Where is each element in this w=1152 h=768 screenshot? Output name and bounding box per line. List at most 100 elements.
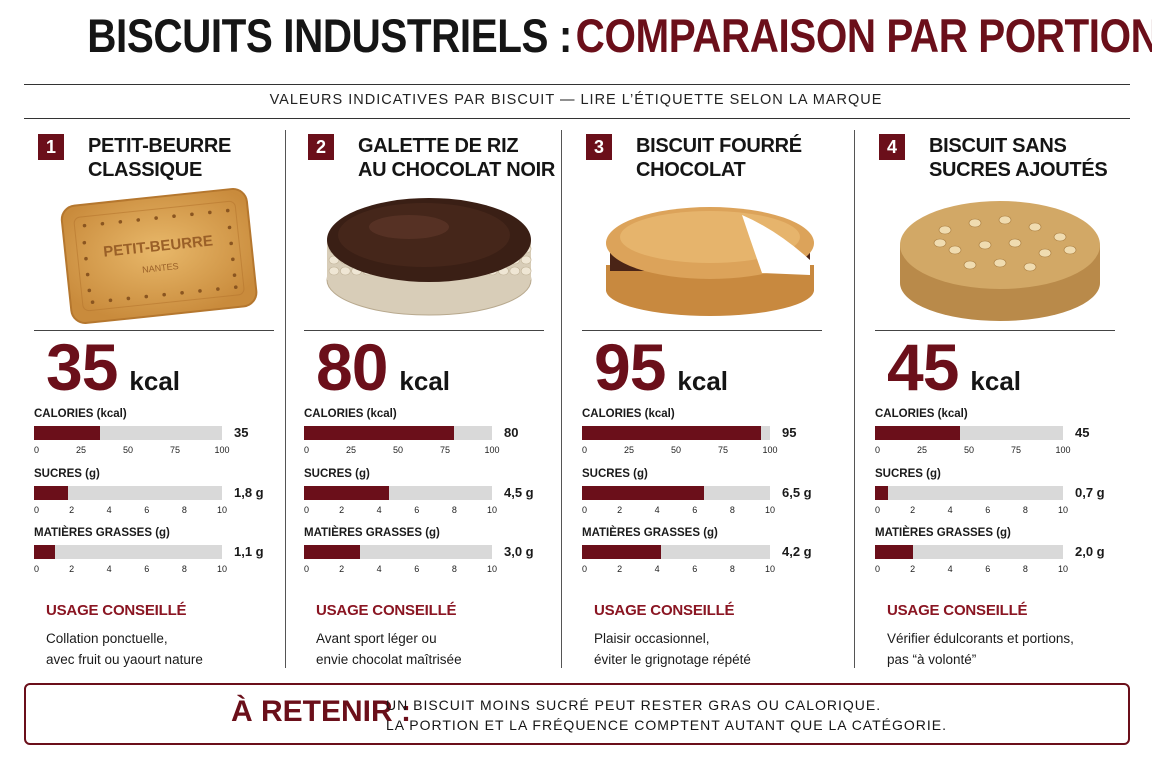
metric-label: MATIÈRES GRASSES (g) [875,527,1011,539]
axis-tick-label: 0 [875,564,881,574]
axis-ticks: 0 2 4 6 8 10 [34,505,227,517]
bar-track [582,486,770,500]
usage-line-2: éviter le grignotage répété [594,652,751,667]
axis-tick-label: 4 [654,505,660,515]
usage-title: USAGE CONSEILLÉ [316,602,457,619]
bar-fill [582,486,705,500]
metric-label: CALORIES (kcal) [875,408,968,420]
product-title-line-1: GALETTE DE RIZ [358,135,519,157]
axis-tick-label: 50 [122,445,134,455]
bar-fill [582,426,761,440]
axis-tick-label: 10 [486,564,498,574]
axis-tick-label: 100 [762,445,778,455]
metric-bar-chart: SUCRES (g) 6,5 g 0 2 4 6 8 10 [582,468,842,526]
metric-label: SUCRES (g) [34,468,100,480]
axis-tick-label: 8 [729,505,735,515]
axis-ticks: 0 2 4 6 8 10 [875,505,1068,517]
axis-tick-label: 10 [764,564,776,574]
usage-line-1: Collation ponctuelle, [46,631,168,646]
axis-tick-label: 75 [717,445,729,455]
bar-fill [875,486,889,500]
axis-tick-label: 0 [582,445,588,455]
bar-fill [304,545,361,559]
usage-line-2: avec fruit ou yaourt nature [46,652,203,667]
metric-label: MATIÈRES GRASSES (g) [582,527,718,539]
key-takeaway-line-1: UN BISCUIT MOINS SUCRÉ PEUT RESTER GRAS … [386,697,882,713]
axis-tick-label: 75 [169,445,181,455]
usage-text: Vérifier édulcorants et portions, pas “à … [887,628,1137,670]
axis-tick-label: 4 [106,505,112,515]
axis-tick-label: 10 [216,564,228,574]
bar-track [875,486,1063,500]
axis-ticks: 0 2 4 6 8 10 [304,564,497,576]
axis-tick-label: 25 [916,445,928,455]
bar-value-label: 4,5 g [504,485,534,500]
metric-bar-chart: MATIÈRES GRASSES (g) 1,1 g 0 2 4 6 8 10 [34,527,294,585]
bar-track [304,426,492,440]
axis-tick-label: 25 [623,445,635,455]
axis-ticks: 0 25 50 75 100 [582,445,778,457]
axis-ticks: 0 2 4 6 8 10 [875,564,1068,576]
product-title: PETIT-BEURRE CLASSIQUE [88,134,288,182]
bar-track [582,545,770,559]
product-column: 4 BISCUIT SANS SUCRES AJOUTÉS 45 kcal CALORIE… [875,130,1145,670]
axis-tick-label: 8 [181,564,187,574]
bar-fill [34,426,100,440]
kcal-unit: kcal [677,366,729,396]
product-column: 3 BISCUIT FOURRÉ CHOCOLAT 95 kcal CALORIES (k… [582,130,852,670]
axis-tick-label: 2 [339,505,345,515]
bar-fill [875,545,913,559]
axis-tick-label: 2 [617,505,623,515]
bar-fill [304,486,389,500]
oat-biscuit-icon [900,201,1100,321]
product-title-line-1: PETIT-BEURRE [88,135,232,157]
axis-tick-label: 6 [692,505,698,515]
axis-tick-label: 6 [144,505,150,515]
axis-tick-label: 8 [1022,505,1028,515]
axis-ticks: 0 25 50 75 100 [875,445,1071,457]
metric-bar-chart: MATIÈRES GRASSES (g) 2,0 g 0 2 4 6 8 10 [875,527,1135,585]
filled-chocolate-biscuit-icon [606,207,814,316]
title-part-1: BISCUITS INDUSTRIELS : [87,9,572,62]
axis-tick-label: 8 [1022,564,1028,574]
metric-bar-chart: CALORIES (kcal) 80 0 25 50 75 100 [304,408,564,466]
key-takeaway-text: UN BISCUIT MOINS SUCRÉ PEUT RESTER GRAS … [386,695,947,735]
axis-tick-label: 10 [216,505,228,515]
product-column: 1 PETIT-BEURRE CLASSIQUE PETIT-BEURRE NANTES… [34,130,304,670]
kcal-value: 95 [594,330,666,404]
bar-fill [582,545,661,559]
title-rule [24,84,1130,85]
bar-value-label: 1,1 g [234,544,264,559]
metric-bar-chart: MATIÈRES GRASSES (g) 4,2 g 0 2 4 6 8 10 [582,527,842,585]
metric-bar-chart: SUCRES (g) 0,7 g 0 2 4 6 8 10 [875,468,1135,526]
key-takeaway-box: À RETENIR : UN BISCUIT MOINS SUCRÉ PEUT … [24,683,1130,745]
column-separator [285,130,286,668]
axis-tick-label: 2 [910,505,916,515]
axis-tick-label: 6 [985,564,991,574]
biscuit-stamp-subtext: NANTES [142,261,179,275]
usage-text: Plaisir occasionnel, éviter le grignotage… [594,628,844,670]
metric-label: CALORIES (kcal) [304,408,397,420]
product-title-line-2: CHOCOLAT [636,159,746,181]
column-separator [561,130,562,668]
axis-tick-label: 10 [1057,564,1069,574]
axis-ticks: 0 2 4 6 8 10 [304,505,497,517]
key-takeaway-line-2: LA PORTION ET LA FRÉQUENCE COMPTENT AUTA… [386,717,947,733]
axis-tick-label: 6 [985,505,991,515]
product-title-line-1: BISCUIT SANS [929,135,1067,157]
axis-tick-label: 6 [144,564,150,574]
bar-track [34,545,222,559]
product-image [592,185,822,325]
axis-tick-label: 2 [69,564,75,574]
page-title: BISCUITS INDUSTRIELS : COMPARAISON PAR P… [0,8,1152,78]
product-number-badge: 1 [38,134,64,160]
product-title-line-2: CLASSIQUE [88,159,202,181]
axis-tick-label: 75 [439,445,451,455]
axis-ticks: 0 25 50 75 100 [304,445,500,457]
kcal-headline: 95 kcal [594,332,728,402]
bar-track [875,545,1063,559]
product-number-badge: 4 [879,134,905,160]
axis-tick-label: 0 [875,445,881,455]
product-number-badge: 3 [586,134,612,160]
